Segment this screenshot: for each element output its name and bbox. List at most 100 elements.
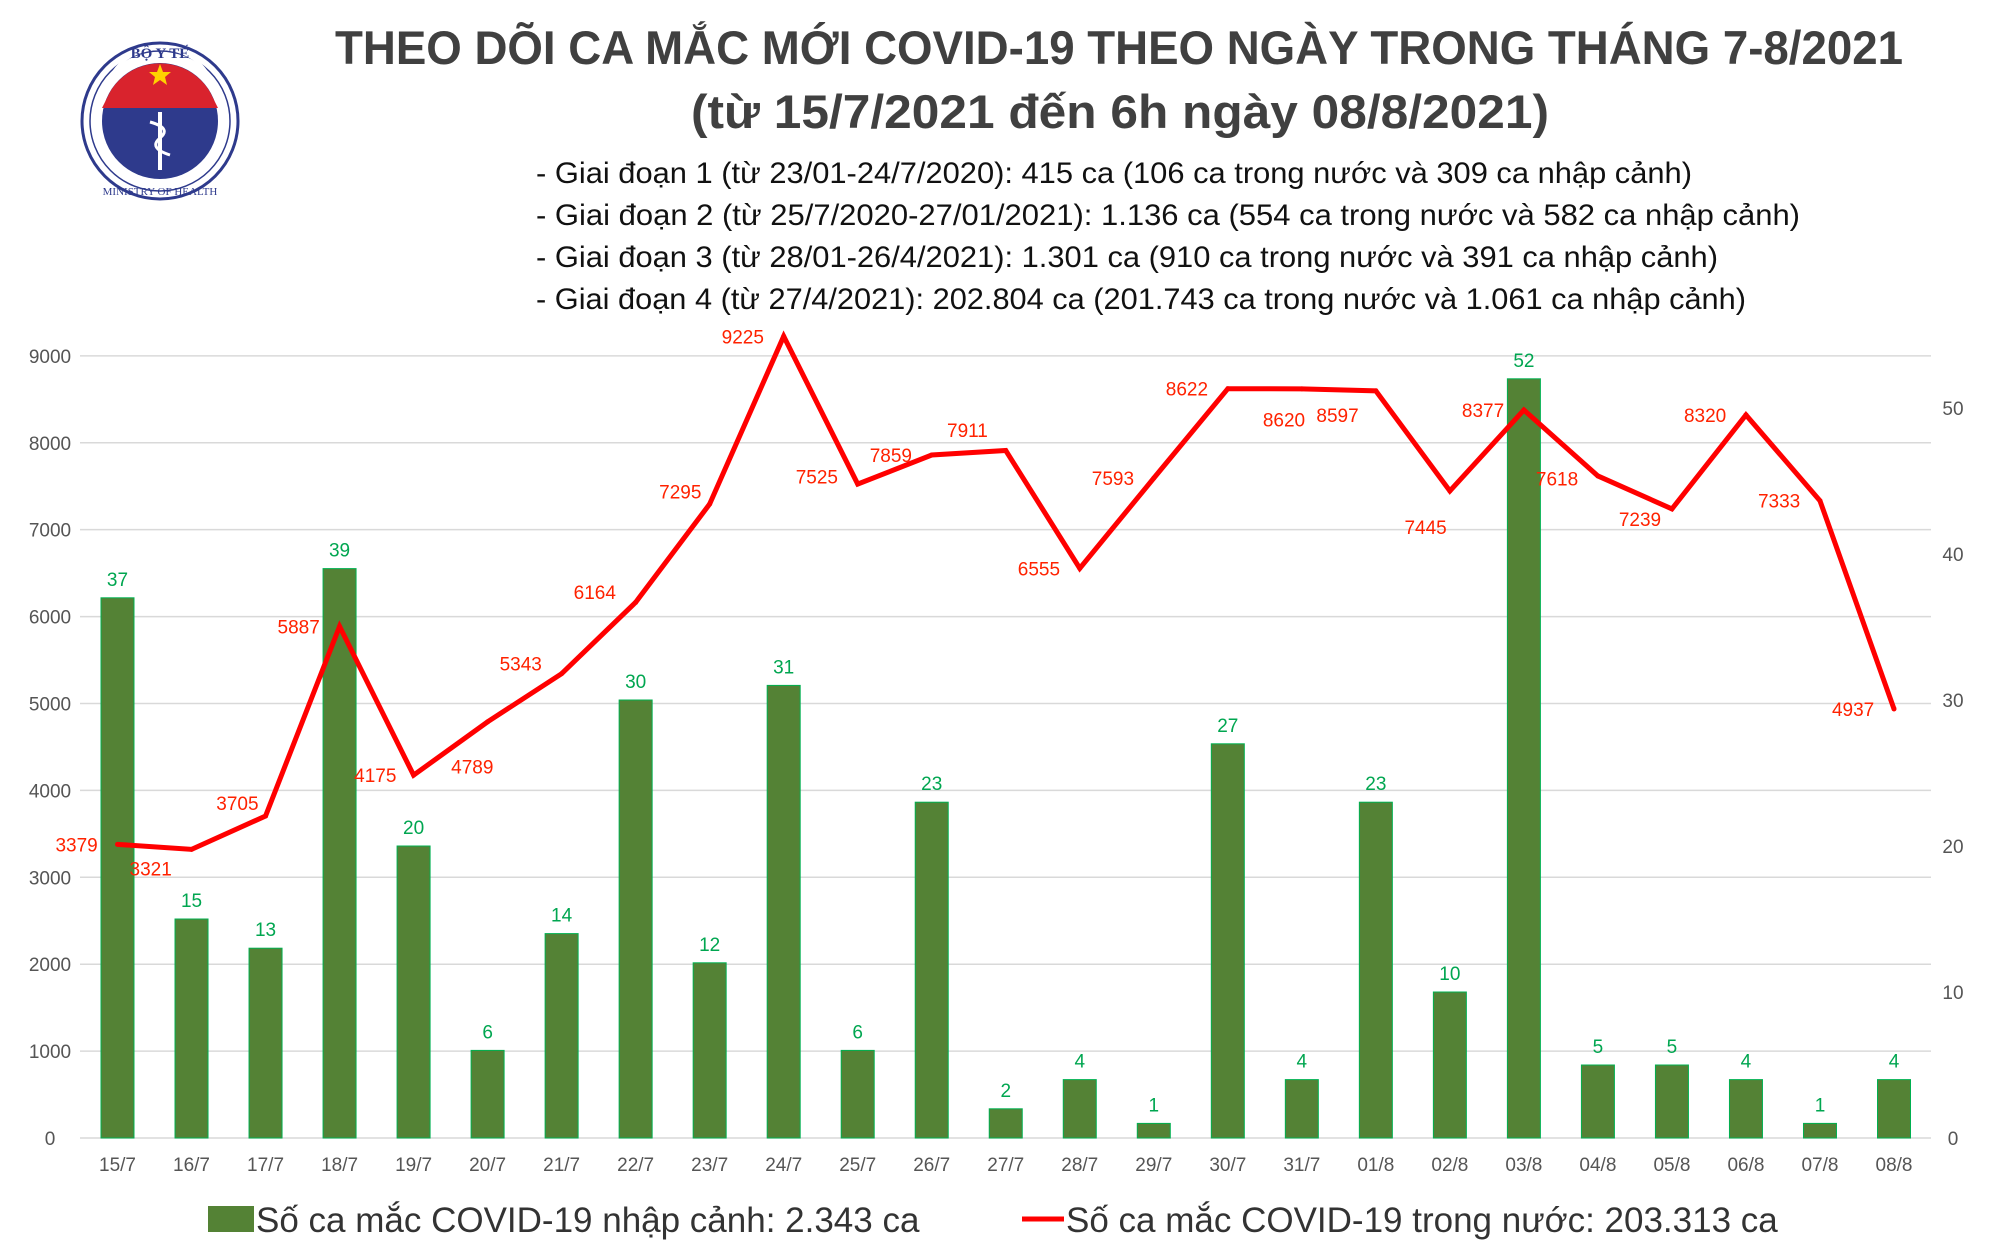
line-data-label: 7333 — [1758, 492, 1800, 513]
line-point — [485, 719, 491, 725]
left-tick-label: 8000 — [29, 434, 71, 455]
line-point — [1817, 498, 1823, 504]
line-data-label: 8620 — [1263, 411, 1305, 432]
bar — [1877, 1079, 1911, 1139]
x-tick-label: 02/8 — [1431, 1155, 1468, 1176]
line-data-label: 7445 — [1404, 518, 1446, 539]
legend-line-label: Số ca mắc COVID-19 trong nước: 203.313 c… — [1066, 1201, 1778, 1240]
line-data-label: 6164 — [574, 583, 617, 604]
x-tick-label: 17/7 — [247, 1155, 284, 1176]
bar-data-label: 27 — [1217, 716, 1238, 737]
bar — [1580, 1064, 1615, 1139]
line-point — [1373, 388, 1379, 394]
legend-bar-swatch — [208, 1206, 254, 1232]
line-point — [1669, 506, 1675, 512]
bar — [1358, 801, 1393, 1139]
line-data-label: 7618 — [1536, 470, 1578, 491]
bar-data-label: 37 — [107, 570, 128, 591]
x-tick-label: 03/8 — [1505, 1155, 1542, 1176]
bar — [618, 699, 653, 1139]
bar-data-label: 6 — [482, 1022, 493, 1043]
bar — [470, 1049, 505, 1139]
line-data-label: 4789 — [451, 758, 493, 779]
left-tick-label: 5000 — [29, 694, 71, 715]
line-data-label: 8377 — [1462, 401, 1504, 422]
phase-2-summary: - Giai đoạn 2 (từ 25/7/2020-27/01/2021):… — [536, 199, 1800, 232]
bar-data-label: 39 — [329, 541, 350, 562]
line-data-label: 5343 — [500, 654, 542, 675]
line-point — [1225, 386, 1231, 392]
line-data-label: 8320 — [1684, 406, 1726, 427]
x-tick-label: 27/7 — [987, 1155, 1024, 1176]
line-data-label: 7593 — [1092, 469, 1134, 490]
x-tick-label: 19/7 — [395, 1155, 432, 1176]
line-point — [855, 481, 861, 487]
legend: Số ca mắc COVID-19 nhập cảnh: 2.343 ca S… — [208, 1201, 1778, 1240]
bar-data-label: 1 — [1815, 1095, 1826, 1116]
bar — [100, 597, 135, 1139]
bar-data-label: 4 — [1074, 1052, 1085, 1073]
bar-data-label: 20 — [403, 818, 424, 839]
x-tick-label: 29/7 — [1135, 1155, 1172, 1176]
x-tick-label: 16/7 — [173, 1155, 210, 1176]
bar — [1654, 1064, 1689, 1139]
line-data-label: 7239 — [1619, 510, 1661, 531]
x-tick-label: 06/8 — [1727, 1155, 1764, 1176]
x-tick-label: 24/7 — [765, 1155, 802, 1176]
x-tick-label: 18/7 — [321, 1155, 358, 1176]
x-tick-label: 23/7 — [691, 1155, 728, 1176]
line-point — [1447, 488, 1453, 494]
bar-data-label: 23 — [921, 774, 942, 795]
x-tick-label: 01/8 — [1357, 1155, 1394, 1176]
line-point — [1151, 475, 1157, 481]
bar — [1210, 743, 1245, 1139]
chart-title: THEO DÕI CA MẮC MỚI COVID-19 THEO NGÀY T… — [335, 21, 1903, 74]
bar-data-label: 5 — [1593, 1037, 1604, 1058]
x-tick-label: 30/7 — [1209, 1155, 1246, 1176]
bar-data-label: 23 — [1365, 774, 1386, 795]
bar — [1802, 1122, 1837, 1139]
line-point — [1595, 473, 1601, 479]
phase-4-summary: - Giai đoạn 4 (từ 27/4/2021): 202.804 ca… — [536, 283, 1746, 316]
left-tick-label: 9000 — [29, 347, 71, 368]
bar — [1284, 1079, 1319, 1139]
line-point — [1743, 412, 1749, 418]
bar-data-label: 4 — [1741, 1052, 1752, 1073]
line-data-label: 3321 — [130, 860, 172, 881]
bar — [1062, 1079, 1097, 1139]
left-tick-label: 6000 — [29, 608, 71, 629]
logo-top-text: BỘ Y TẾ — [131, 45, 190, 62]
bar-data-label: 15 — [181, 891, 202, 912]
bar-data-label: 31 — [773, 657, 794, 678]
bar — [248, 947, 283, 1139]
bar-data-label: 4 — [1889, 1052, 1900, 1073]
line-point — [1003, 447, 1009, 453]
bar — [544, 933, 579, 1139]
x-tick-label: 22/7 — [617, 1155, 654, 1176]
line-data-label: 9225 — [722, 327, 764, 348]
bar-data-label: 1 — [1149, 1095, 1160, 1116]
bar-data-label: 12 — [699, 935, 720, 956]
x-tick-label: 21/7 — [543, 1155, 580, 1176]
bar-data-label: 5 — [1667, 1037, 1678, 1058]
left-tick-label: 2000 — [29, 955, 71, 976]
bar — [1506, 378, 1541, 1139]
line-data-label: 7295 — [659, 482, 701, 503]
bar-data-label: 30 — [625, 672, 646, 693]
bar-data-label: 52 — [1513, 351, 1534, 372]
x-tick-label: 26/7 — [913, 1155, 950, 1176]
line-data-label: 8622 — [1166, 380, 1208, 401]
left-tick-label: 1000 — [29, 1042, 71, 1063]
bar — [914, 801, 949, 1139]
bar — [1432, 991, 1467, 1139]
right-axis-ticks: 0 10 20 30 40 50 — [1942, 399, 1963, 1150]
left-tick-label: 0 — [45, 1129, 56, 1150]
line-data-label: 3379 — [55, 835, 97, 856]
bar — [692, 962, 727, 1139]
phase-3-summary: - Giai đoạn 3 (từ 28/01-26/4/2021): 1.30… — [536, 241, 1718, 274]
line-point — [337, 623, 343, 629]
left-tick-label: 7000 — [29, 521, 71, 542]
chart-subtitle: (từ 15/7/2021 đến 6h ngày 08/8/2021) — [691, 85, 1549, 138]
line-data-label: 4937 — [1832, 700, 1874, 721]
